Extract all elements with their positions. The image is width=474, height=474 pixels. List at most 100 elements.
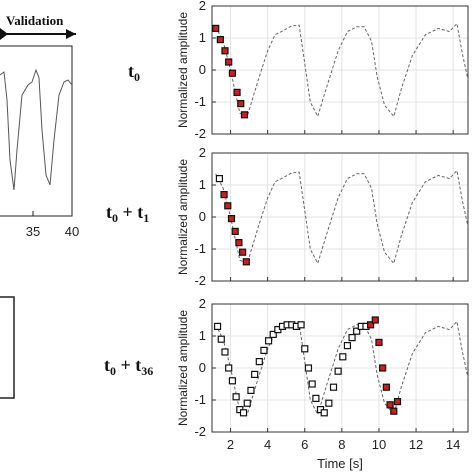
sample-marker-red <box>379 364 387 372</box>
sample-marker-red <box>212 24 220 32</box>
validation-arrow-left-head <box>0 28 8 40</box>
sample-marker-white <box>217 335 225 343</box>
row-label-1-extra: + t <box>118 202 143 222</box>
sample-marker-white <box>312 394 320 402</box>
sample-marker-red <box>220 191 228 199</box>
sample-marker-white <box>297 321 305 329</box>
sample-marker-white <box>325 399 333 407</box>
row-label-1-main: t <box>106 202 112 222</box>
xtick-label: 2 <box>227 437 234 452</box>
ytick-label: -1 <box>194 94 206 109</box>
sample-marker-white <box>232 393 240 401</box>
sample-marker-red <box>371 316 379 324</box>
sample-marker-red <box>237 99 245 108</box>
sample-marker-red <box>240 111 249 119</box>
sample-marker-red <box>227 215 236 223</box>
left-xtick-label-35: 35 <box>26 224 40 239</box>
row-label-0: t0 <box>128 61 140 84</box>
sample-marker-white <box>334 367 342 375</box>
left-signal-trace <box>0 68 73 191</box>
sample-marker-red <box>390 407 398 415</box>
ytick-label: 0 <box>199 209 206 224</box>
xtick-label: 12 <box>409 437 423 452</box>
sample-marker-red <box>386 401 394 409</box>
sample-marker-white <box>255 358 263 366</box>
xtick-label: 10 <box>372 437 386 452</box>
sample-marker-red <box>225 58 233 66</box>
row-label-1: t0 + t1 <box>106 202 149 225</box>
sample-marker-white <box>225 364 233 372</box>
sample-marker-red <box>367 321 375 329</box>
sample-marker-white <box>301 345 309 353</box>
row-label-1-extra-sub: 1 <box>143 211 149 225</box>
row-label-1-sub: 0 <box>112 211 118 225</box>
sample-marker-red <box>221 47 229 55</box>
row-label-2-extra: + t <box>116 355 141 375</box>
sample-marker-white <box>228 377 237 385</box>
svg-text:t0: t0 <box>128 61 140 84</box>
left-lower-box <box>0 296 15 399</box>
ytick-label: 1 <box>199 177 206 192</box>
ytick-label: -2 <box>194 273 206 288</box>
ytick-label: 0 <box>199 62 206 77</box>
xtick-label: 8 <box>338 437 345 452</box>
row-label-2-main: t <box>104 355 110 375</box>
ytick-label: -2 <box>194 126 206 141</box>
sample-marker-white <box>339 353 347 361</box>
ytick-label: 1 <box>199 328 206 343</box>
sample-marker-white <box>239 409 248 417</box>
ytick-label: -1 <box>194 392 206 407</box>
validation-arrow-right-head <box>66 29 76 39</box>
ytick-label: 1 <box>199 30 206 45</box>
chart-0: -2 -1 0 1 2 Normalized amplitude <box>176 0 469 141</box>
sample-marker-red <box>224 202 232 210</box>
sample-marker-red <box>235 239 243 247</box>
xtick-label: 4 <box>264 437 271 452</box>
sample-marker-white <box>269 330 277 338</box>
sample-marker-white <box>264 337 273 345</box>
sample-marker-white <box>343 342 352 350</box>
xtick-label: 6 <box>301 437 308 452</box>
row-label-2: t0 + t36 <box>104 355 153 378</box>
validation-label: Validation <box>6 13 64 28</box>
svg-text:t0 + t1: t0 + t1 <box>106 202 149 225</box>
left-xtick-label-40: 40 <box>65 224 79 239</box>
sample-marker-white <box>213 322 222 330</box>
row-label-2-extra-sub: 36 <box>141 364 153 378</box>
sample-marker-white <box>221 348 229 356</box>
xtick-label: 14 <box>446 437 460 452</box>
sample-marker-white <box>320 409 328 417</box>
sample-marker-white <box>251 370 259 378</box>
row-label-2-sub: 0 <box>110 364 116 378</box>
sample-marker-white <box>304 364 313 372</box>
y-axis-label: Normalized amplitude <box>176 12 190 128</box>
ytick-label: -2 <box>194 424 206 439</box>
sample-marker-red <box>375 338 383 346</box>
sample-marker-white <box>329 383 338 391</box>
x-axis-label: Time [s] <box>317 456 363 471</box>
sample-marker-white <box>260 346 268 354</box>
sample-marker-white <box>243 399 251 407</box>
signal-line <box>215 169 469 265</box>
chart-1: -2 -1 0 1 2 Normalized amplitude <box>176 145 469 288</box>
sample-marker-red <box>231 227 239 235</box>
signal-line <box>215 22 469 118</box>
ytick-label: 2 <box>199 296 206 311</box>
row-label-0-sub: 0 <box>134 70 140 84</box>
signal-line <box>215 320 469 416</box>
sample-marker-white <box>308 380 316 388</box>
sample-marker-white <box>215 175 224 183</box>
ytick-label: 2 <box>199 145 206 160</box>
y-axis-label: Normalized amplitude <box>176 310 190 426</box>
row-label-0-main: t <box>128 61 134 81</box>
sample-marker-red <box>239 248 247 256</box>
sample-marker-red <box>393 398 402 406</box>
sample-marker-red <box>233 88 241 97</box>
left-panel: Validation 35 40 <box>0 13 79 399</box>
sample-marker-red <box>242 258 250 266</box>
sample-marker-white <box>348 334 356 342</box>
sample-marker-white <box>353 327 361 335</box>
